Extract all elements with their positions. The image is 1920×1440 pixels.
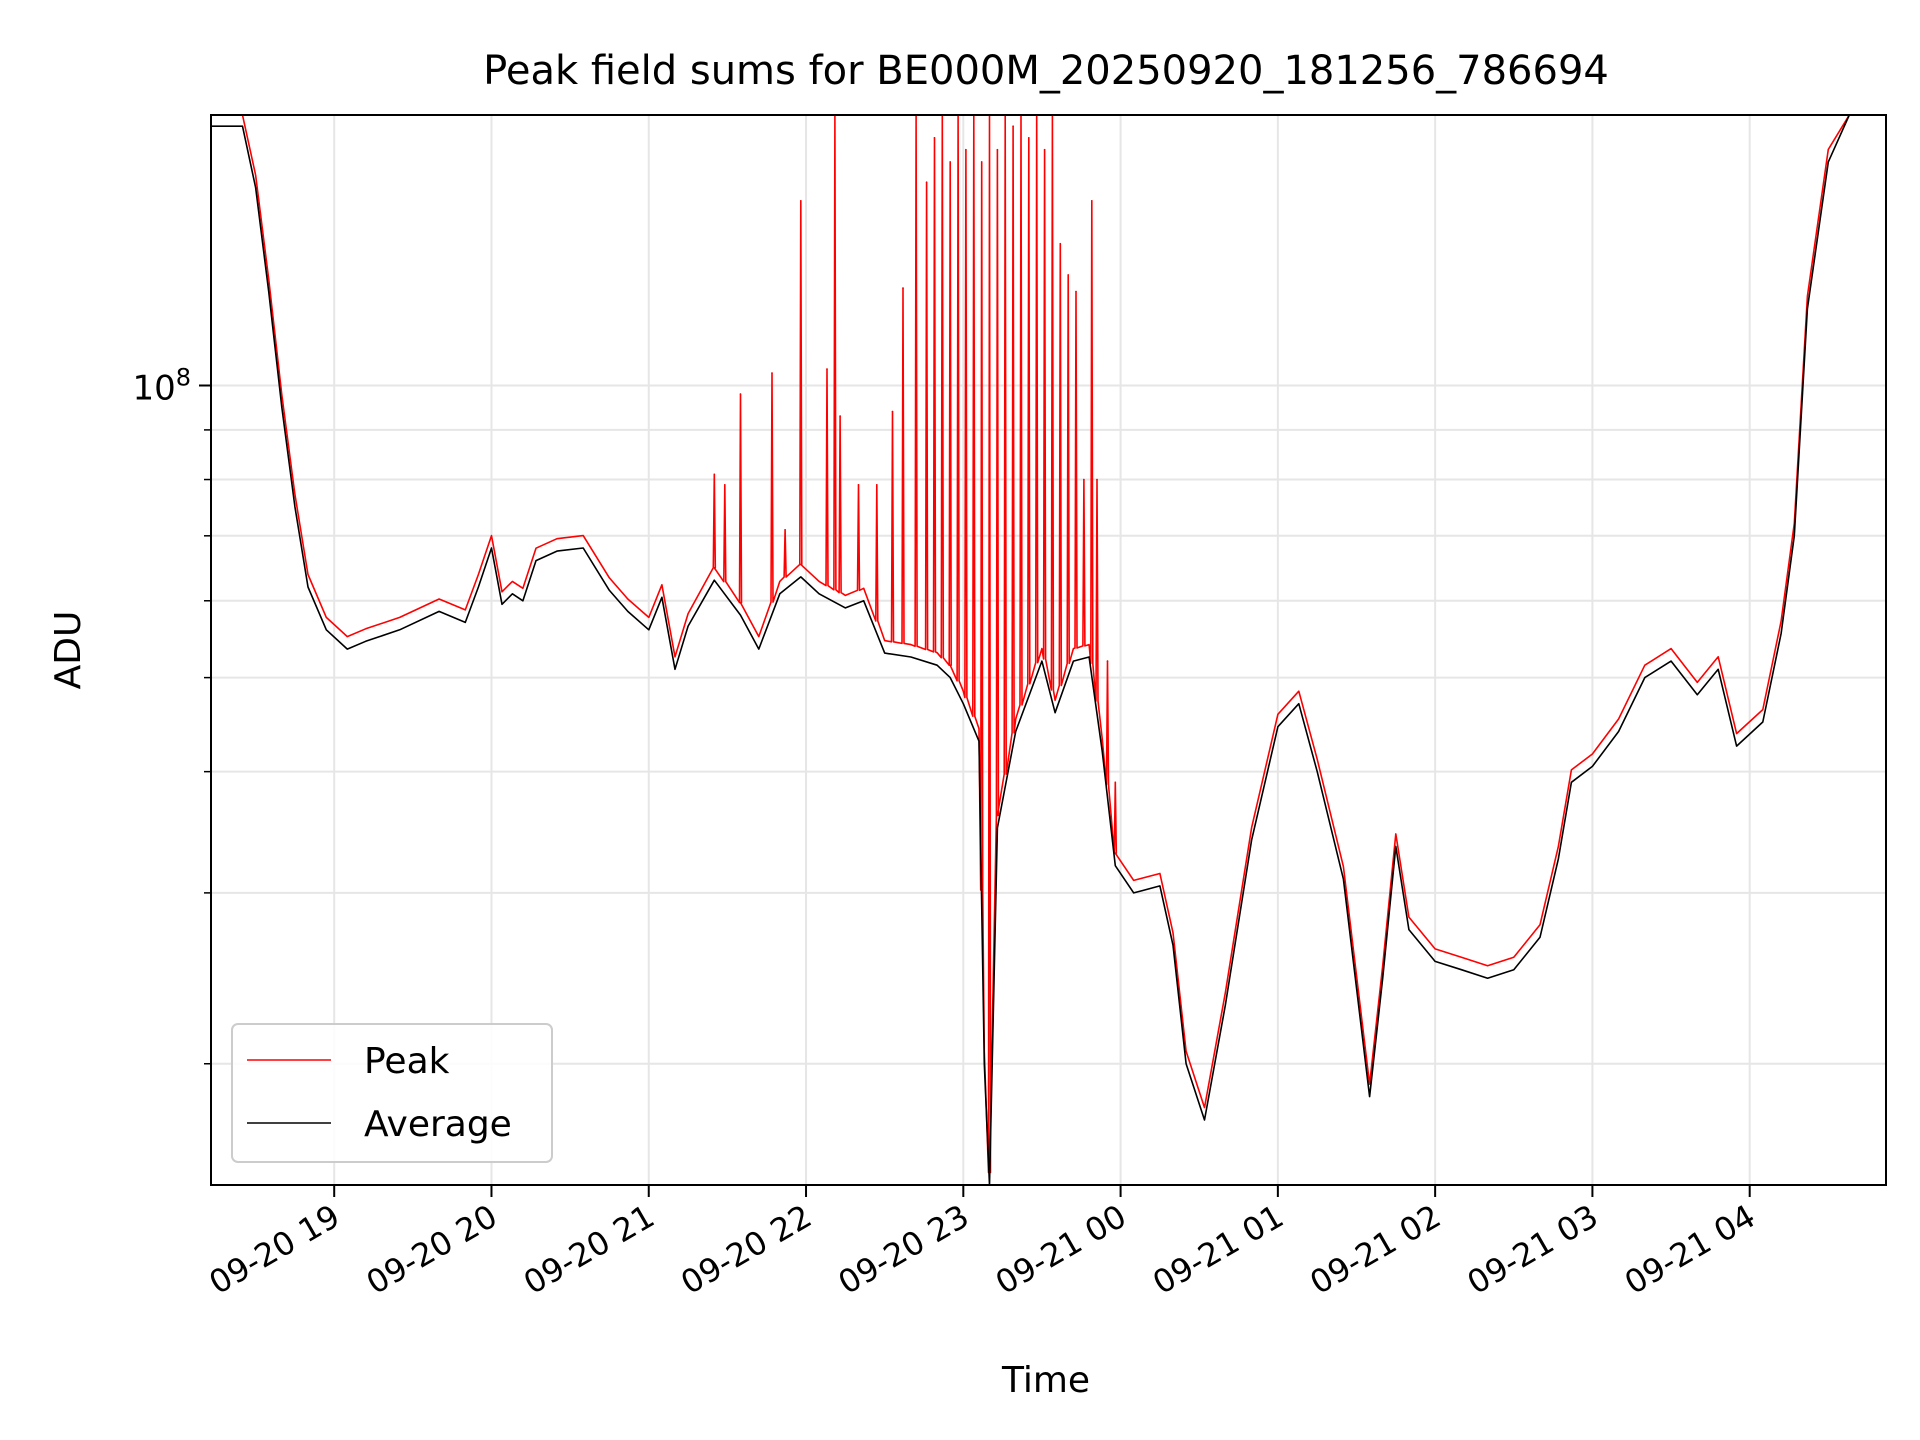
peak-spike-point	[857, 484, 860, 486]
y-tick-label: 108	[132, 363, 191, 408]
peak-spike-point	[800, 200, 802, 202]
peak-spike-point	[1083, 478, 1085, 481]
peak-spike-point	[1067, 274, 1069, 276]
legend-label-average: Average	[364, 1104, 512, 1145]
peak-spike-point	[724, 484, 726, 486]
peak-spike-point	[1096, 478, 1098, 481]
peak-spike-point	[891, 410, 894, 413]
peak-spike-point	[1091, 200, 1093, 202]
peak-spike-point	[1106, 660, 1109, 662]
peak-spike-point	[784, 529, 786, 531]
peak-spike-point	[925, 181, 928, 183]
peak-spike-point	[1012, 125, 1014, 127]
peak-spike-point	[1059, 242, 1062, 245]
peak-spike-point	[965, 148, 967, 151]
peak-spike-point	[1043, 148, 1046, 151]
x-axis-label: Time	[1001, 1360, 1090, 1401]
peak-series-line	[211, 114, 1886, 1174]
peak-spike-point	[713, 473, 716, 476]
y-axis-label: ADU	[48, 611, 89, 690]
y-axis: 108	[132, 363, 211, 1065]
peak-spike-point	[739, 393, 742, 395]
peak-spike-point	[1114, 781, 1117, 784]
average-series-line	[211, 114, 1886, 1186]
peak-spike-point	[839, 415, 841, 417]
peak-spike-point	[949, 161, 951, 163]
chart-title: Peak field sums for BE000M_20250920_1812…	[483, 48, 1609, 94]
plot-frame	[210, 114, 1887, 1186]
legend-label-peak: Peak	[364, 1041, 450, 1082]
peak-spike-point	[996, 148, 999, 151]
peak-spike-point	[1075, 290, 1077, 293]
peak-spike-point	[771, 372, 773, 374]
peak-spike-point	[876, 484, 878, 486]
legend: Peak Average	[231, 1023, 553, 1163]
peak-spike-point	[933, 137, 936, 139]
peak-spike-point	[980, 161, 983, 163]
legend-box	[231, 1023, 553, 1163]
peak-spike-point	[1028, 137, 1030, 139]
peak-spike-point	[902, 287, 904, 289]
peak-spike-point	[826, 368, 828, 370]
